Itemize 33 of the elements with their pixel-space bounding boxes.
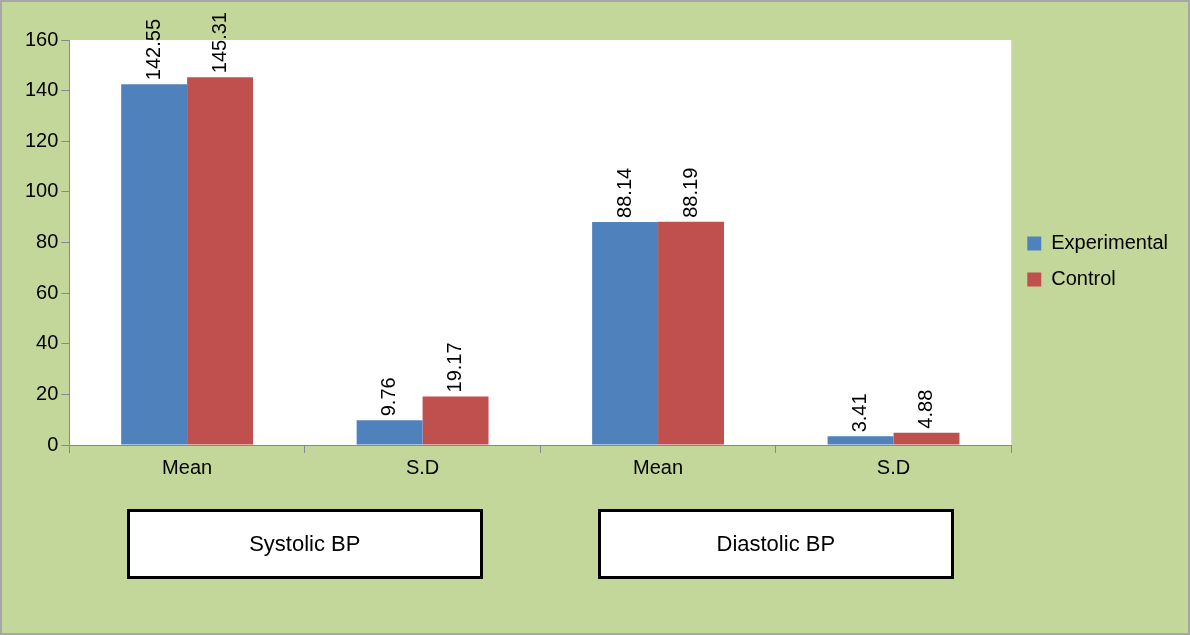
x-tick-label: S.D <box>405 455 440 478</box>
y-tick-label: 120 <box>24 128 59 151</box>
data-label: 19.17 <box>443 342 466 393</box>
y-tick-label: 0 <box>47 432 59 455</box>
y-tick-label: 60 <box>36 280 59 303</box>
bar <box>422 396 489 445</box>
y-tick-label: 140 <box>24 78 59 101</box>
data-label: 88.19 <box>678 167 701 218</box>
bar <box>827 436 894 445</box>
data-label: 4.88 <box>914 389 937 429</box>
bar <box>121 84 188 445</box>
bar <box>356 420 423 445</box>
data-label: 3.41 <box>848 393 871 433</box>
data-label: 9.76 <box>377 377 400 417</box>
text: Systolic BP <box>248 531 362 557</box>
bar <box>592 221 659 445</box>
x-tick-label: Mean <box>162 455 213 478</box>
y-tick-label: 20 <box>36 381 59 404</box>
text: Diastolic BP <box>715 531 837 557</box>
legend-label: Experimental <box>1051 231 1168 254</box>
x-tick-label: Mean <box>633 455 684 478</box>
y-tick-label: 80 <box>36 230 59 253</box>
bar <box>187 77 254 445</box>
x-tick-label: S.D <box>876 455 911 478</box>
y-tick-label: 40 <box>36 331 59 354</box>
bar <box>658 221 724 445</box>
y-tick-label: 160 <box>24 27 59 50</box>
bar <box>893 432 960 445</box>
data-label: 145.31 <box>207 12 230 74</box>
y-tick-label: 100 <box>24 179 59 202</box>
data-label: 88.14 <box>612 167 635 218</box>
data-label: 142.55 <box>141 19 164 81</box>
legend-label: Control <box>1051 267 1116 290</box>
